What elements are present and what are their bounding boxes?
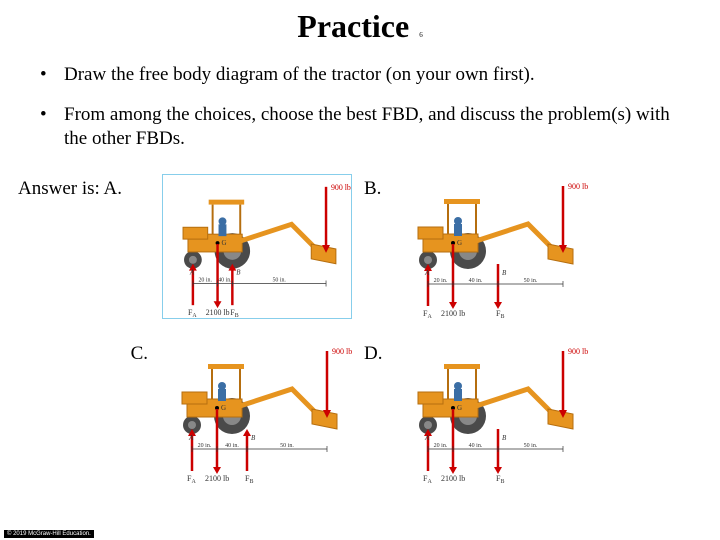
load-arrow-icon: 900 lb (323, 347, 352, 418)
bullet-text: Draw the free body diagram of the tracto… (64, 63, 535, 87)
svg-text:B: B (251, 434, 256, 442)
svg-text:900 lb: 900 lb (331, 183, 351, 192)
load-arrow-icon: 900 lb (559, 347, 588, 418)
svg-text:G: G (221, 404, 226, 412)
svg-text:50 in.: 50 in. (280, 443, 294, 449)
option-c-label: C. (18, 339, 158, 365)
svg-text:A: A (189, 270, 195, 277)
option-c: C. G 900 lb A B 20 in. 40 in. 50 in. FA 2100 lb F… (18, 339, 356, 484)
svg-text:FA: FA (423, 474, 432, 484)
svg-text:FA: FA (423, 309, 432, 319)
svg-text:2100 lb: 2100 lb (441, 474, 465, 483)
diagram-b: G 900 lb A B 20 in. 40 in. 50 in. FA 2100 lb FB (398, 174, 588, 319)
bullet-item: • Draw the free body diagram of the trac… (40, 63, 680, 87)
svg-text:B: B (236, 270, 241, 277)
dimension-lines (428, 446, 563, 452)
svg-text:40 in.: 40 in. (225, 443, 239, 449)
dimension-lines (428, 281, 563, 287)
svg-text:20 in.: 20 in. (434, 278, 448, 284)
bullet-dot: • (40, 63, 64, 87)
dimension-lines (193, 281, 326, 287)
tractor-icon: G (418, 364, 573, 434)
svg-text:G: G (457, 404, 462, 412)
svg-text:FB: FB (496, 474, 504, 484)
option-a-label: Answer is: A. (18, 174, 158, 200)
options-grid: Answer is: A. G 900 lb A B 20 in. 40 in. 50 in… (0, 174, 720, 484)
diagram-a: G 900 lb A B 20 in. 40 in. 50 in. FA 2100 lbFB (162, 174, 352, 319)
svg-text:FB: FB (496, 309, 504, 319)
svg-text:900 lb: 900 lb (568, 347, 588, 356)
dimension-lines (192, 446, 327, 452)
svg-text:50 in.: 50 in. (524, 443, 538, 449)
diagram-d: G 900 lb A B 20 in. 40 in. 50 in. FA 2100 lb FB (398, 339, 588, 484)
bullet-list: • Draw the free body diagram of the trac… (0, 45, 720, 174)
svg-text:FB: FB (245, 474, 253, 484)
svg-text:900 lb: 900 lb (332, 347, 352, 356)
option-d: D. G 900 lb A B 20 in. 40 in. 50 in. FA 2100 lb F… (364, 339, 702, 484)
option-d-label: D. (364, 339, 394, 365)
bullet-item: • From among the choices, choose the bes… (40, 103, 680, 151)
svg-text:40 in.: 40 in. (469, 443, 483, 449)
tractor-icon: G (418, 199, 573, 269)
svg-text:B: B (502, 434, 507, 442)
svg-text:FA: FA (187, 474, 196, 484)
bullet-text: From among the choices, choose the best … (64, 103, 680, 151)
page-title: Practice (297, 8, 409, 44)
svg-text:B: B (502, 269, 507, 277)
svg-text:A: A (424, 269, 430, 277)
svg-text:FB: FB (230, 308, 238, 318)
svg-text:A: A (188, 434, 194, 442)
svg-text:20 in.: 20 in. (198, 278, 212, 284)
load-arrow-icon: 900 lb (322, 183, 351, 253)
svg-text:40 in.: 40 in. (218, 278, 232, 284)
load-arrow-icon: 900 lb (559, 182, 588, 253)
svg-text:FA: FA (188, 308, 197, 318)
svg-text:G: G (457, 239, 462, 247)
tractor-icon: G (183, 200, 336, 269)
svg-text:A: A (424, 434, 430, 442)
svg-text:2100 lb: 2100 lb (206, 308, 230, 317)
copyright-footer: © 2019 McGraw-Hill Education. (4, 530, 94, 538)
svg-text:20 in.: 20 in. (434, 443, 448, 449)
option-b: B. G 900 lb A B 20 in. 40 in. 50 in. FA 2100 lb F… (364, 174, 702, 319)
option-b-label: B. (364, 174, 394, 200)
svg-text:50 in.: 50 in. (524, 278, 538, 284)
svg-text:2100 lb: 2100 lb (205, 474, 229, 483)
page-title-sub: 6 (419, 31, 423, 39)
diagram-c: G 900 lb A B 20 in. 40 in. 50 in. FA 2100 lb FB (162, 339, 352, 484)
reaction-b-arrow-icon: B (228, 264, 241, 305)
reaction-b-arrow-icon: B (243, 429, 256, 471)
svg-text:G: G (221, 240, 226, 247)
svg-text:900 lb: 900 lb (568, 182, 588, 191)
reaction-b-arrow-icon: B (494, 264, 507, 309)
svg-text:20 in.: 20 in. (198, 443, 212, 449)
bullet-dot: • (40, 103, 64, 151)
tractor-icon: G (182, 364, 337, 434)
svg-text:40 in.: 40 in. (469, 278, 483, 284)
reaction-b-arrow-icon: B (494, 429, 507, 474)
option-a: Answer is: A. G 900 lb A B 20 in. 40 in. 50 in… (18, 174, 356, 319)
svg-text:2100 lb: 2100 lb (441, 309, 465, 318)
svg-text:50 in.: 50 in. (272, 278, 286, 284)
